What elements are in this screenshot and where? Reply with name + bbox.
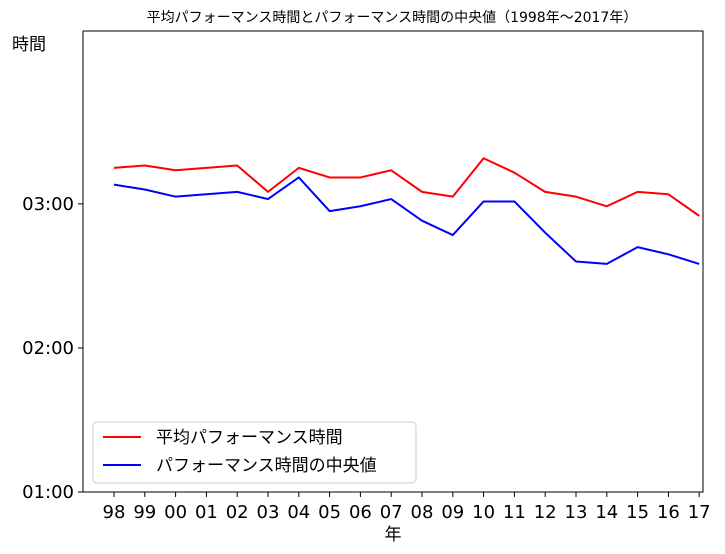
y-tick-label: 01:00 <box>22 482 74 503</box>
legend-label-average: 平均パフォーマンス時間 <box>156 428 343 448</box>
x-tick-label: 03 <box>257 502 280 523</box>
x-tick-label: 98 <box>103 502 126 523</box>
x-tick-label: 15 <box>626 502 649 523</box>
x-tick-label: 10 <box>472 502 495 523</box>
x-tick-label: 05 <box>318 502 341 523</box>
y-tick-label: 03:00 <box>22 194 74 215</box>
x-axis: 98 99 00 01 02 03 04 05 06 07 08 09 10 11 12 13 14 15 16 17 <box>103 492 711 523</box>
y-axis: 01:00 02:00 03:00 <box>22 194 83 503</box>
x-tick-label: 13 <box>565 502 588 523</box>
x-tick-label: 07 <box>380 502 403 523</box>
series-line-median <box>113 176 700 265</box>
legend: 平均パフォーマンス時間 パフォーマンス時間の中央値 <box>92 421 417 484</box>
x-tick-label: 16 <box>657 502 680 523</box>
x-tick-label: 14 <box>595 502 618 523</box>
x-tick-label: 00 <box>164 502 187 523</box>
chart-title: 平均パフォーマンス時間とパフォーマンス時間の中央値（1998年〜2017年） <box>147 10 638 26</box>
x-tick-label: 01 <box>195 502 218 523</box>
x-tick-label: 06 <box>349 502 372 523</box>
plot-area <box>82 30 704 493</box>
series-layer <box>113 157 700 265</box>
x-tick-label: 12 <box>534 502 557 523</box>
x-tick-label: 04 <box>287 502 310 523</box>
legend-box <box>92 421 417 484</box>
x-tick-label: 02 <box>226 502 249 523</box>
x-tick-label: 17 <box>688 502 711 523</box>
x-tick-label: 09 <box>441 502 464 523</box>
x-tick-label: 11 <box>503 502 526 523</box>
series-line-average <box>113 157 700 217</box>
x-tick-label: 08 <box>411 502 434 523</box>
x-axis-label: 年 <box>385 525 402 545</box>
x-tick-label: 99 <box>133 502 156 523</box>
y-axis-label: 時間 <box>12 35 46 55</box>
legend-label-median: パフォーマンス時間の中央値 <box>156 456 377 476</box>
y-tick-label: 02:00 <box>22 338 74 359</box>
